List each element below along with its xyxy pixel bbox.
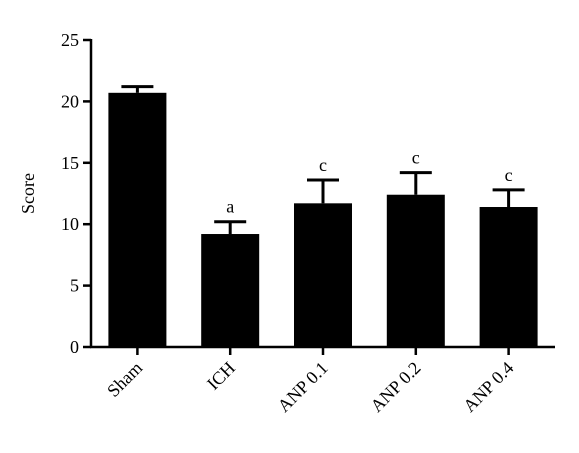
bar xyxy=(386,194,445,347)
y-tick-label: 20 xyxy=(61,91,79,111)
x-tick-label: ANP 0.1 xyxy=(274,358,332,416)
bar xyxy=(294,203,352,347)
bar xyxy=(201,234,260,347)
error-bars xyxy=(121,85,525,235)
y-axis: 0 5 10 15 20 25 Score xyxy=(18,30,93,357)
significance-label: c xyxy=(505,165,513,185)
significance-label: c xyxy=(319,155,327,175)
bar xyxy=(108,92,167,347)
significance-label: a xyxy=(226,197,234,217)
y-tick-label: 10 xyxy=(61,214,79,234)
x-tick-label: ANP 0.2 xyxy=(366,358,424,416)
y-axis-label: Score xyxy=(18,173,38,214)
x-ticks: Sham ICH ANP 0.1 ANP 0.2 ANP 0.4 xyxy=(103,347,517,416)
y-tick-label: 0 xyxy=(70,337,79,357)
x-tick-label: ICH xyxy=(203,358,239,394)
x-tick-label: Sham xyxy=(103,358,146,401)
y-ticks: 0 5 10 15 20 25 xyxy=(61,30,91,357)
annotations: a c c c xyxy=(226,148,512,217)
x-tick-label: ANP 0.4 xyxy=(459,358,517,416)
y-tick-label: 25 xyxy=(61,30,79,50)
bars xyxy=(108,92,538,347)
x-axis: Sham ICH ANP 0.1 ANP 0.2 ANP 0.4 xyxy=(90,345,555,416)
y-tick-label: 5 xyxy=(70,276,79,296)
bar xyxy=(479,207,538,347)
y-tick-label: 15 xyxy=(61,153,79,173)
significance-label: c xyxy=(412,148,420,168)
